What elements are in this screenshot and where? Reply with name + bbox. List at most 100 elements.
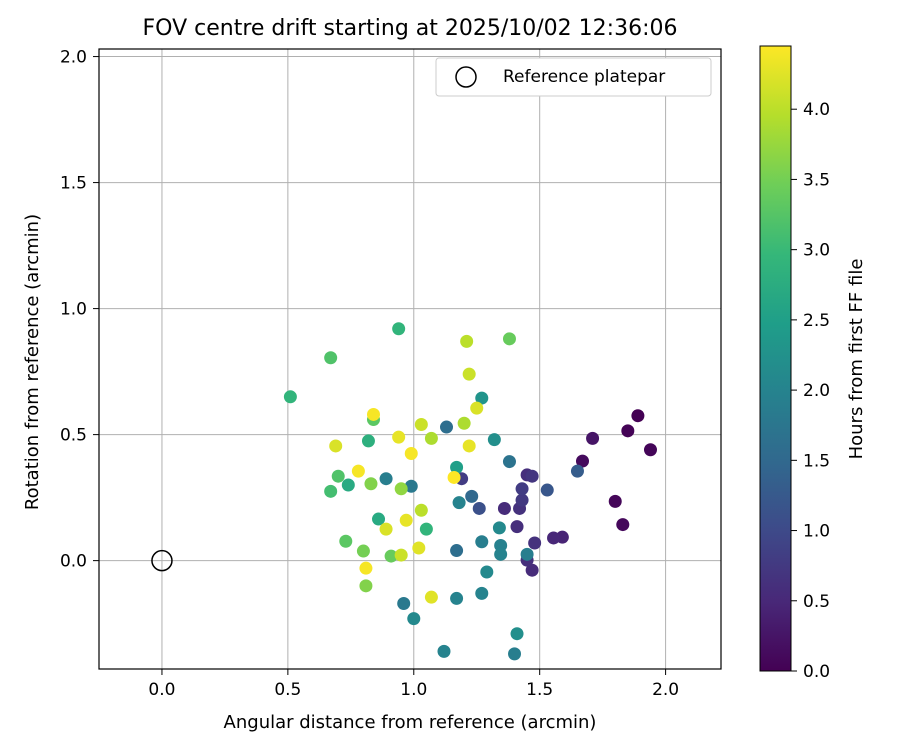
- x-tick-label: 1.5: [526, 680, 553, 700]
- data-point: [331, 469, 345, 483]
- data-point: [351, 464, 365, 478]
- colorbar-tick-label: 1.0: [803, 522, 830, 542]
- data-point: [540, 483, 554, 497]
- y-tick-label: 1.0: [60, 300, 87, 320]
- data-point: [379, 472, 393, 486]
- data-point: [397, 596, 411, 610]
- data-point: [502, 455, 516, 469]
- data-point: [424, 431, 438, 445]
- data-point: [339, 534, 353, 548]
- data-point: [414, 503, 428, 517]
- data-point: [508, 647, 522, 661]
- data-point: [341, 478, 355, 492]
- data-point: [372, 512, 386, 526]
- colorbar-tick-label: 1.5: [803, 451, 830, 471]
- x-tick-label: 0.0: [148, 680, 175, 700]
- data-point: [394, 482, 408, 496]
- data-point: [487, 433, 501, 447]
- data-point: [392, 322, 406, 336]
- data-point: [366, 407, 380, 421]
- data-point: [515, 493, 529, 507]
- data-points: [283, 322, 657, 661]
- data-point: [470, 401, 484, 415]
- data-point: [414, 418, 428, 432]
- data-point: [404, 447, 418, 461]
- axis-ticks: 0.0 0.5 1.0 1.5 2.0 0.0 0.5 1.0 1.5 2.0: [60, 48, 679, 700]
- colorbar-tick-label: 3.5: [803, 170, 830, 190]
- data-point: [329, 439, 343, 453]
- data-point: [475, 586, 489, 600]
- data-point: [621, 424, 635, 438]
- y-tick-label: 0.5: [60, 426, 87, 446]
- plot-area-frame: [98, 48, 722, 670]
- data-point: [492, 521, 506, 535]
- data-point: [384, 549, 398, 563]
- data-point: [452, 496, 466, 510]
- data-point: [356, 544, 370, 558]
- x-tick-label: 2.0: [652, 680, 679, 700]
- data-point: [643, 443, 657, 457]
- data-point: [437, 644, 451, 658]
- reference-platepar-marker: [151, 549, 173, 572]
- data-point: [510, 520, 524, 534]
- x-tick-label: 1.0: [400, 680, 427, 700]
- data-point: [359, 561, 373, 575]
- data-point: [399, 513, 413, 527]
- data-point: [510, 627, 524, 641]
- data-point: [575, 454, 589, 468]
- chart-title: FOV centre drift starting at 2025/10/02 …: [143, 16, 678, 41]
- data-point: [465, 489, 479, 503]
- data-point: [460, 334, 474, 348]
- data-point: [394, 548, 408, 562]
- data-point: [450, 544, 464, 558]
- x-tick-label: 0.5: [274, 680, 301, 700]
- data-point: [462, 439, 476, 453]
- data-point: [412, 541, 426, 555]
- data-point: [392, 430, 406, 444]
- data-point: [631, 409, 645, 423]
- data-point: [515, 482, 529, 496]
- data-point: [616, 518, 630, 532]
- data-point: [475, 391, 489, 405]
- data-point: [457, 416, 471, 430]
- data-point: [497, 501, 511, 515]
- data-point: [608, 494, 622, 508]
- data-point: [450, 591, 464, 605]
- data-point: [525, 469, 539, 483]
- data-point: [494, 547, 508, 561]
- data-point: [404, 479, 418, 493]
- legend: Reference platepar: [435, 57, 712, 97]
- x-axis-label: Angular distance from reference (arcmin): [224, 712, 597, 733]
- data-point: [379, 522, 393, 536]
- data-point: [283, 390, 297, 404]
- data-point: [480, 565, 494, 579]
- colorbar-gradient: [759, 45, 792, 672]
- data-point: [419, 522, 433, 536]
- data-point: [447, 470, 461, 484]
- legend-marker-reference: [455, 66, 477, 88]
- data-point: [502, 332, 516, 346]
- colorbar-label: Hours from first FF file: [846, 259, 867, 460]
- data-point: [525, 563, 539, 577]
- data-point: [570, 464, 584, 478]
- data-point: [359, 579, 373, 593]
- reference-layer: [151, 549, 173, 572]
- y-tick-label: 0.0: [60, 552, 87, 572]
- colorbar-tick-label: 3.0: [803, 241, 830, 261]
- y-tick-label: 1.5: [60, 174, 87, 194]
- data-point: [547, 531, 561, 545]
- y-axis-label: Rotation from reference (arcmin): [22, 214, 43, 510]
- legend-box: [435, 57, 712, 97]
- data-point: [364, 477, 378, 491]
- data-point: [361, 434, 375, 448]
- y-tick-label: 2.0: [60, 48, 87, 68]
- colorbar-tick-label: 4.0: [803, 100, 830, 120]
- colorbar: 0.0 0.5 1.0 1.5 2.0 2.5 3.0 3.5 4.0: [759, 45, 830, 682]
- data-point: [475, 535, 489, 549]
- data-point: [528, 536, 542, 550]
- data-point: [450, 460, 464, 474]
- data-point: [462, 367, 476, 381]
- legend-label-reference: Reference platepar: [503, 67, 665, 87]
